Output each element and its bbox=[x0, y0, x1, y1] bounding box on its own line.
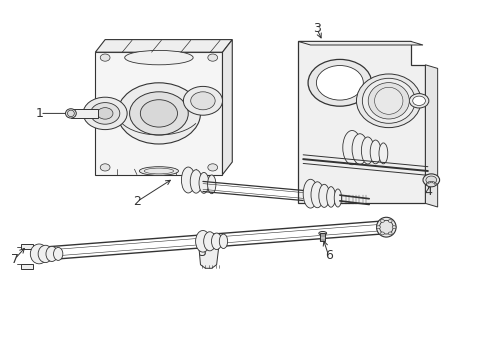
Ellipse shape bbox=[65, 109, 76, 118]
Circle shape bbox=[83, 97, 127, 130]
Bar bbox=[71, 109, 98, 118]
Ellipse shape bbox=[199, 172, 208, 193]
Ellipse shape bbox=[356, 74, 420, 128]
Circle shape bbox=[376, 226, 380, 229]
Polygon shape bbox=[95, 40, 232, 52]
Ellipse shape bbox=[351, 134, 367, 164]
Circle shape bbox=[425, 176, 436, 184]
Circle shape bbox=[387, 220, 391, 222]
Ellipse shape bbox=[139, 167, 178, 175]
Circle shape bbox=[90, 103, 120, 124]
Circle shape bbox=[431, 182, 433, 183]
Polygon shape bbox=[298, 41, 422, 45]
Circle shape bbox=[207, 164, 217, 171]
Polygon shape bbox=[95, 52, 222, 175]
Polygon shape bbox=[298, 41, 425, 203]
Circle shape bbox=[190, 92, 215, 110]
Ellipse shape bbox=[318, 231, 326, 235]
Ellipse shape bbox=[124, 50, 193, 65]
Text: 6: 6 bbox=[324, 249, 332, 262]
Circle shape bbox=[140, 100, 177, 127]
Ellipse shape bbox=[303, 179, 317, 208]
Ellipse shape bbox=[310, 182, 323, 208]
Ellipse shape bbox=[207, 175, 215, 194]
Bar bbox=[21, 264, 33, 269]
Ellipse shape bbox=[367, 83, 408, 119]
Ellipse shape bbox=[376, 217, 395, 237]
Bar bbox=[21, 244, 33, 249]
Circle shape bbox=[129, 92, 188, 135]
Circle shape bbox=[100, 164, 110, 171]
Circle shape bbox=[422, 174, 439, 186]
Ellipse shape bbox=[342, 131, 361, 165]
Polygon shape bbox=[222, 40, 232, 175]
Circle shape bbox=[426, 183, 427, 184]
Ellipse shape bbox=[374, 87, 402, 114]
Ellipse shape bbox=[30, 244, 48, 264]
Ellipse shape bbox=[361, 137, 373, 164]
Ellipse shape bbox=[219, 234, 227, 248]
Ellipse shape bbox=[67, 110, 74, 117]
Circle shape bbox=[412, 96, 425, 105]
Ellipse shape bbox=[378, 143, 387, 164]
Text: 2: 2 bbox=[133, 195, 141, 208]
Ellipse shape bbox=[46, 246, 58, 261]
Circle shape bbox=[316, 66, 363, 100]
Ellipse shape bbox=[53, 247, 62, 260]
Circle shape bbox=[427, 182, 429, 183]
Ellipse shape bbox=[334, 189, 341, 207]
Circle shape bbox=[97, 108, 113, 119]
Circle shape bbox=[117, 83, 200, 144]
Ellipse shape bbox=[195, 230, 210, 252]
Text: 7: 7 bbox=[11, 253, 19, 266]
Ellipse shape bbox=[318, 184, 329, 207]
Ellipse shape bbox=[190, 170, 202, 193]
Circle shape bbox=[380, 220, 384, 222]
Ellipse shape bbox=[362, 78, 414, 123]
Circle shape bbox=[434, 184, 436, 185]
Polygon shape bbox=[199, 248, 218, 268]
Circle shape bbox=[307, 59, 371, 106]
Circle shape bbox=[429, 181, 431, 183]
Circle shape bbox=[100, 54, 110, 61]
Ellipse shape bbox=[369, 140, 380, 164]
Circle shape bbox=[433, 183, 435, 184]
Circle shape bbox=[183, 86, 222, 115]
Bar bbox=[320, 233, 325, 241]
Text: 1: 1 bbox=[36, 107, 44, 120]
Text: 5: 5 bbox=[199, 246, 206, 259]
Circle shape bbox=[207, 54, 217, 61]
Ellipse shape bbox=[379, 220, 392, 234]
Ellipse shape bbox=[426, 182, 435, 187]
Ellipse shape bbox=[211, 233, 222, 249]
Ellipse shape bbox=[38, 245, 53, 262]
Circle shape bbox=[387, 232, 391, 235]
Polygon shape bbox=[425, 65, 437, 207]
Text: 4: 4 bbox=[423, 185, 431, 198]
Circle shape bbox=[408, 94, 428, 108]
Text: 3: 3 bbox=[312, 22, 320, 35]
Ellipse shape bbox=[203, 232, 216, 251]
Ellipse shape bbox=[181, 167, 195, 193]
Ellipse shape bbox=[326, 186, 335, 207]
Circle shape bbox=[391, 226, 395, 229]
Circle shape bbox=[380, 232, 384, 235]
